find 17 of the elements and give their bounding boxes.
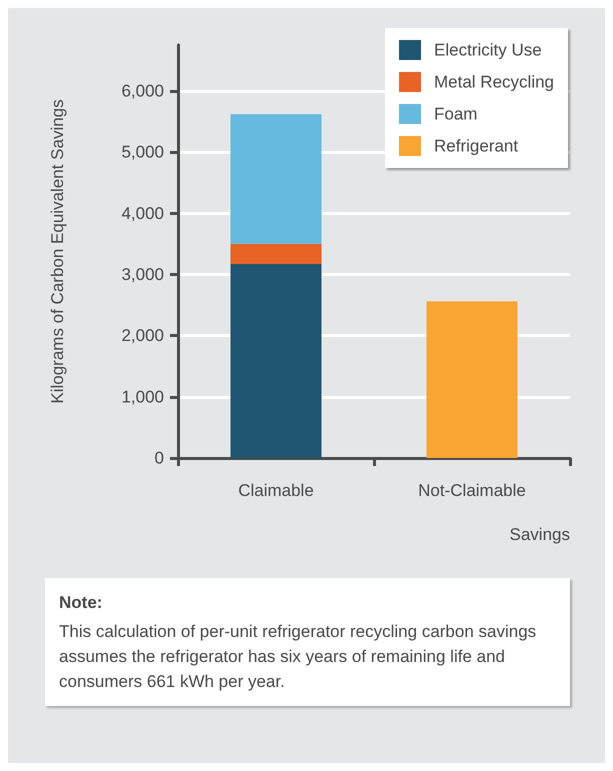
y-axis-title: Kilograms of Carbon Equivalent Savings [48,99,67,404]
x-axis-title: Savings [510,525,570,544]
y-tick-label: 4,000 [121,204,164,223]
text: Note: [59,592,104,614]
legend-label: Refrigerant [434,136,518,156]
y-tick-label: 6,000 [121,81,164,100]
y-tick-label: 5,000 [121,142,164,162]
y-tick-label: 1,000 [121,387,164,406]
x-tick-label: Claimable [238,481,314,500]
y-tick-label: 0 [154,448,164,468]
legend-label: Metal Recycling [434,72,554,92]
legend-label: Electricity Use [434,40,542,60]
y-tick-label: 3,000 [121,264,164,284]
legend-label: Foam [434,104,478,124]
x-tick-label: Not-Claimable [418,481,526,500]
text: This calculation of per-unit refrigerator recycling carbon savings assumes the refrigerator has six years of remaining life and consumers 661 kWh per year. [59,621,538,693]
y-tick-label: 2,000 [121,326,164,346]
